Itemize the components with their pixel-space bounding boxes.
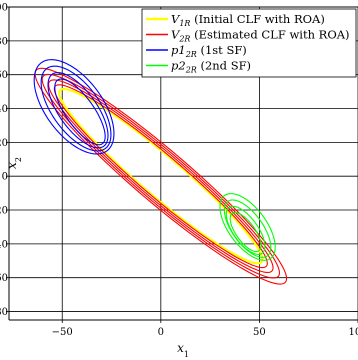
y-tick-label: 80 (0, 36, 8, 47)
legend-label-v2r: V2R (Estimated CLF with ROA) (171, 28, 350, 44)
curves (33, 59, 288, 285)
legend-label-p1: p12R (1st SF) (171, 43, 247, 59)
x-tick-label: −50 (52, 327, 73, 338)
series-p1-curve (40, 65, 112, 152)
legend-label-p2: p22R (2nd SF) (171, 59, 251, 75)
x-tick-labels: −50 0 50 100 (52, 327, 358, 338)
x-tick-label: 50 (253, 327, 266, 338)
series-p2-curve (229, 211, 262, 253)
y-tick-label: 0 (2, 172, 8, 183)
x-axis-label: x1 (177, 341, 189, 359)
legend-box (141, 8, 357, 78)
series-v2r-curve (48, 79, 274, 273)
legend-label-v1r: V1R (Initial CLF with ROA) (171, 12, 325, 28)
x-tick-label: 0 (158, 327, 164, 338)
legend: V1R (Initial CLF with ROA)V2R (Estimated… (141, 8, 357, 78)
series-p1-curve (54, 78, 106, 146)
ticks (6, 6, 358, 323)
y-tick-label: 20 (0, 138, 8, 149)
y-tick-label: −60 (0, 273, 8, 284)
series-p1-curve (47, 72, 109, 149)
series-p2 (219, 193, 276, 261)
y-tick-label: 100 (0, 3, 8, 14)
y-tick-label: −20 (0, 206, 8, 217)
y-tick-label: 60 (0, 70, 8, 81)
series-p2-curve (223, 199, 272, 258)
series-p2-curve (219, 193, 276, 261)
y-tick-labels: 100 80 60 40 20 0 −20 −40 −60 −80 (0, 3, 8, 319)
y-tick-label: −80 (0, 307, 8, 318)
series-p1 (33, 59, 115, 155)
y-axis-label: x2 (5, 157, 23, 169)
y-tick-label: −40 (0, 239, 8, 250)
x-tick-label: 100 (348, 327, 358, 338)
series-p1-curve (33, 59, 115, 155)
y-tick-label: 40 (0, 104, 8, 115)
